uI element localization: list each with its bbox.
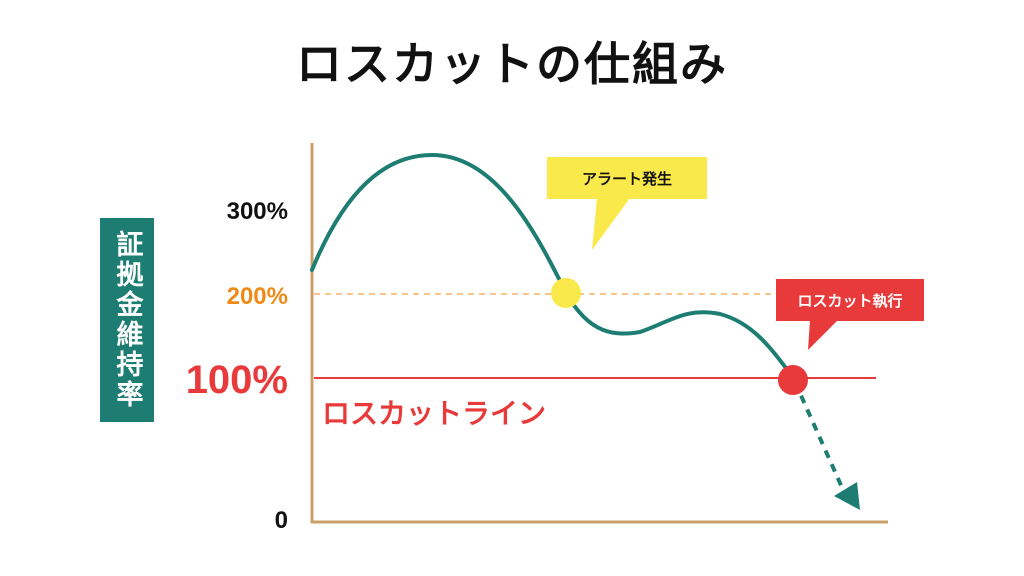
execution-callout-box [776, 279, 924, 321]
page-title: ロスカットの仕組み [296, 37, 728, 91]
y-tick-0: 0 [274, 507, 288, 534]
alert-callout-pointer [592, 198, 630, 250]
y-axis-label-text: 証拠金維持率 [111, 230, 143, 410]
losscut-line-label: ロスカットライン [322, 397, 547, 430]
y-tick-100: 100% [185, 358, 288, 402]
alert-callout-label: アラート発生 [581, 169, 672, 188]
y-tick-300: 300% [226, 198, 288, 225]
execution-marker [778, 365, 808, 395]
decline-arrow-head-icon [834, 482, 860, 510]
decline-arrow-shaft [793, 381, 846, 493]
execution-callout-label: ロスカット執行 [797, 291, 903, 310]
y-axis-label: 証拠金維持率 [100, 218, 154, 422]
alert-marker [551, 278, 581, 308]
alert-callout-box [547, 157, 707, 199]
y-tick-200: 200% [226, 283, 288, 310]
execution-callout-pointer [808, 320, 838, 350]
